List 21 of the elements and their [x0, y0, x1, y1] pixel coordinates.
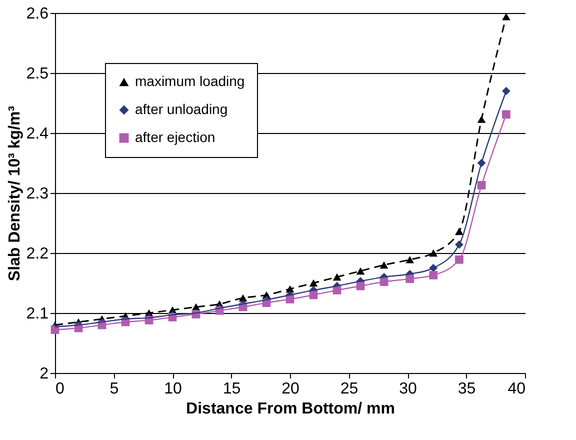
x-tick-label: 10: [164, 380, 182, 398]
x-tick-label: 40: [508, 380, 526, 398]
legend-label: maximum loading: [135, 73, 245, 89]
y-tick-label: 2.1: [26, 306, 49, 322]
x-tick-label: 30: [399, 380, 417, 398]
x-tick-label: 5: [110, 380, 119, 398]
x-tick-label: 35: [458, 380, 476, 398]
x-axis-title: Distance From Bottom/ mm: [186, 400, 395, 418]
y-tick-label: 2: [40, 366, 49, 382]
x-tick-label: 25: [340, 380, 358, 398]
y-tick-label: 2.2: [26, 246, 49, 262]
x-tick-label: 0: [56, 380, 64, 398]
y-tick-label: 2.6: [26, 6, 49, 22]
legend-label: after ejection: [135, 129, 216, 145]
x-tick-label: 20: [282, 380, 300, 398]
y-axis-title: Slab Density/ 10³ kg/m³: [6, 106, 24, 282]
legend-label: after unloading: [135, 101, 228, 117]
y-tick-label: 2.5: [26, 66, 49, 82]
y-tick-label: 2.4: [26, 126, 49, 142]
x-tick-label: 15: [222, 380, 241, 398]
y-tick-label: 2.3: [26, 186, 49, 202]
